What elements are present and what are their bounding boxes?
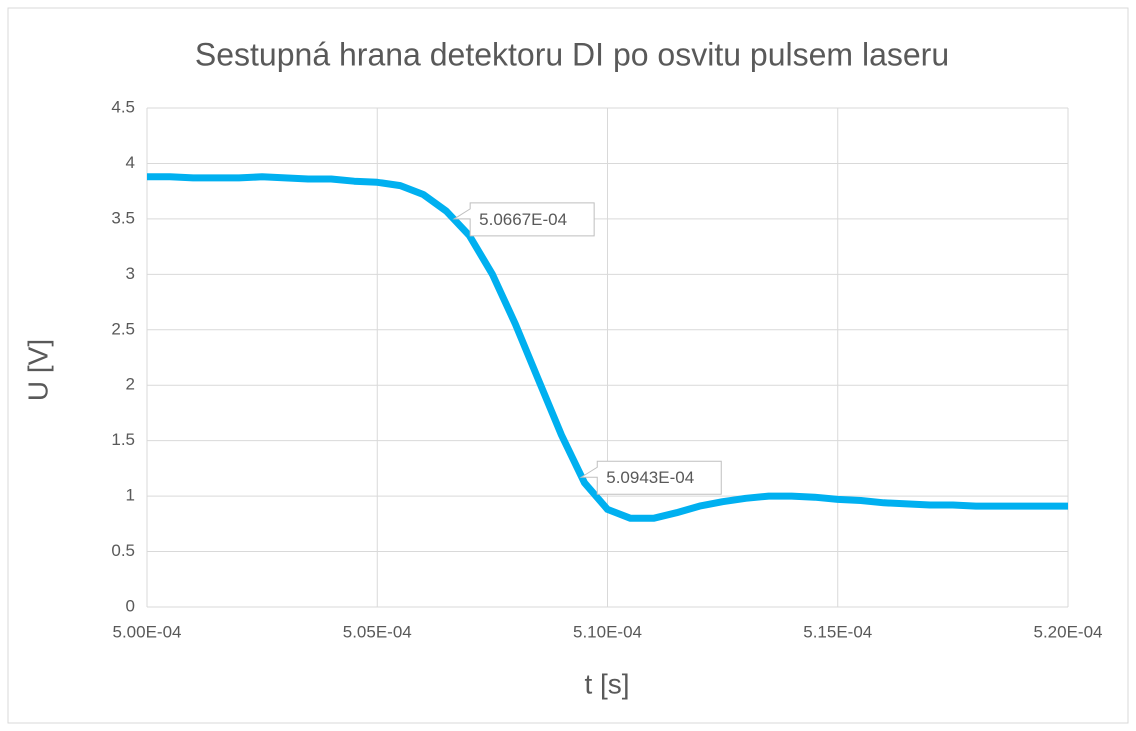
callout — [452, 202, 595, 237]
y-tick-label: 2 — [126, 375, 135, 394]
y-axis-label: U [V] — [22, 339, 53, 401]
y-tick-label: 3.5 — [111, 208, 135, 227]
y-tick-label: 4.5 — [111, 97, 135, 116]
y-tick-label: 1.5 — [111, 430, 135, 449]
data-line — [147, 173, 1068, 522]
y-tick-label: 4 — [126, 153, 135, 172]
x-tick-label: 5.20E-04 — [1034, 622, 1103, 641]
y-tick-label: 0.5 — [111, 541, 135, 560]
x-tick-label: 5.00E-04 — [113, 622, 182, 641]
y-tick-label: 0 — [126, 596, 135, 615]
annotation-label: 5.0943E-04 — [606, 468, 694, 487]
y-tick-label: 1 — [126, 486, 135, 505]
x-tick-label: 5.15E-04 — [803, 622, 872, 641]
callout — [579, 460, 722, 495]
y-tick-label: 3 — [126, 264, 135, 283]
y-tick-label: 2.5 — [111, 319, 135, 338]
annotation-label: 5.0667E-04 — [479, 210, 567, 229]
x-axis-label: t [s] — [584, 668, 629, 699]
chart-frame — [7, 7, 1129, 724]
chart-title: Sestupná hrana detektoru DI po osvitu pu… — [195, 36, 949, 72]
x-tick-label: 5.10E-04 — [573, 622, 642, 641]
x-tick-label: 5.05E-04 — [343, 622, 412, 641]
